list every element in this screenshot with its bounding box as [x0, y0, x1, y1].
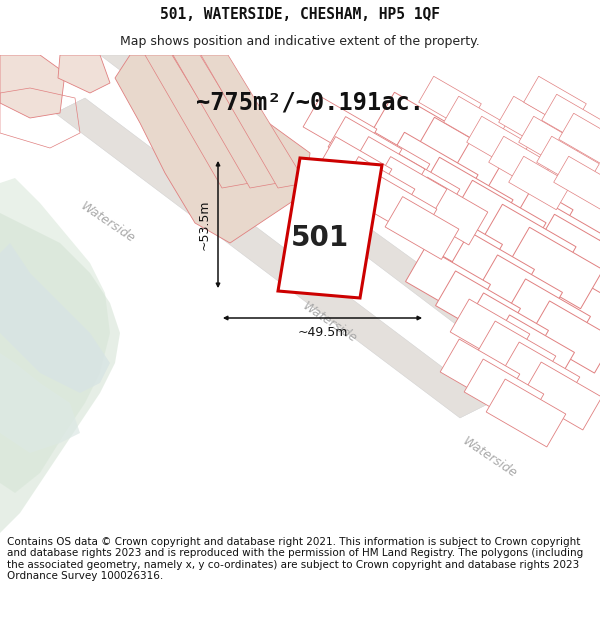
Polygon shape — [341, 157, 415, 219]
Polygon shape — [478, 255, 562, 327]
Polygon shape — [0, 213, 120, 533]
Polygon shape — [509, 156, 571, 210]
Polygon shape — [488, 136, 551, 190]
Polygon shape — [532, 214, 600, 296]
Polygon shape — [419, 76, 481, 130]
Polygon shape — [0, 353, 80, 453]
Polygon shape — [328, 117, 402, 179]
Polygon shape — [0, 178, 110, 493]
Polygon shape — [542, 94, 600, 148]
Polygon shape — [380, 154, 460, 222]
Polygon shape — [522, 362, 600, 430]
Polygon shape — [464, 359, 544, 427]
Polygon shape — [303, 97, 377, 159]
Polygon shape — [382, 132, 478, 214]
Polygon shape — [201, 55, 306, 188]
Polygon shape — [350, 129, 430, 197]
Polygon shape — [524, 76, 586, 130]
Polygon shape — [559, 113, 600, 167]
Polygon shape — [412, 118, 508, 199]
Polygon shape — [450, 180, 546, 262]
Polygon shape — [518, 116, 581, 170]
Text: Waterside: Waterside — [460, 435, 520, 481]
Text: Waterside: Waterside — [301, 300, 359, 346]
Text: ~775m²/~0.191ac.: ~775m²/~0.191ac. — [196, 91, 424, 115]
Polygon shape — [418, 207, 502, 279]
Polygon shape — [477, 168, 573, 249]
Polygon shape — [447, 142, 543, 224]
Polygon shape — [115, 55, 310, 243]
Polygon shape — [476, 321, 556, 389]
Polygon shape — [406, 247, 490, 319]
Polygon shape — [464, 293, 548, 365]
Polygon shape — [536, 136, 599, 190]
Polygon shape — [173, 55, 278, 188]
Polygon shape — [554, 156, 600, 210]
Polygon shape — [440, 339, 520, 407]
Polygon shape — [363, 177, 437, 239]
Polygon shape — [100, 55, 570, 388]
Polygon shape — [480, 204, 576, 286]
Polygon shape — [467, 116, 529, 170]
Polygon shape — [506, 279, 590, 351]
Polygon shape — [385, 197, 459, 259]
Polygon shape — [0, 243, 110, 393]
Text: 501, WATERSIDE, CHESHAM, HP5 1QF: 501, WATERSIDE, CHESHAM, HP5 1QF — [160, 8, 440, 22]
Polygon shape — [372, 92, 468, 174]
Text: Map shows position and indicative extent of the property.: Map shows position and indicative extent… — [120, 35, 480, 48]
Polygon shape — [500, 342, 580, 410]
Text: Waterside: Waterside — [79, 200, 137, 246]
Polygon shape — [450, 299, 530, 367]
Polygon shape — [449, 232, 535, 304]
Polygon shape — [443, 96, 506, 150]
Polygon shape — [490, 315, 574, 387]
Polygon shape — [408, 177, 488, 245]
Text: 501: 501 — [291, 224, 349, 252]
Polygon shape — [278, 158, 382, 298]
Polygon shape — [145, 55, 250, 188]
Text: ~49.5m: ~49.5m — [298, 326, 347, 339]
Polygon shape — [0, 55, 600, 533]
Polygon shape — [373, 157, 447, 219]
Polygon shape — [499, 96, 562, 150]
Polygon shape — [55, 98, 490, 418]
Polygon shape — [351, 137, 425, 199]
Text: Contains OS data © Crown copyright and database right 2021. This information is : Contains OS data © Crown copyright and d… — [7, 537, 583, 581]
Polygon shape — [318, 137, 392, 199]
Polygon shape — [507, 192, 600, 274]
Text: ~53.5m: ~53.5m — [197, 199, 211, 250]
Polygon shape — [0, 55, 65, 118]
Polygon shape — [530, 301, 600, 373]
Polygon shape — [436, 271, 520, 343]
Polygon shape — [58, 55, 110, 93]
Polygon shape — [417, 158, 513, 239]
Polygon shape — [507, 228, 600, 309]
Polygon shape — [486, 379, 566, 447]
